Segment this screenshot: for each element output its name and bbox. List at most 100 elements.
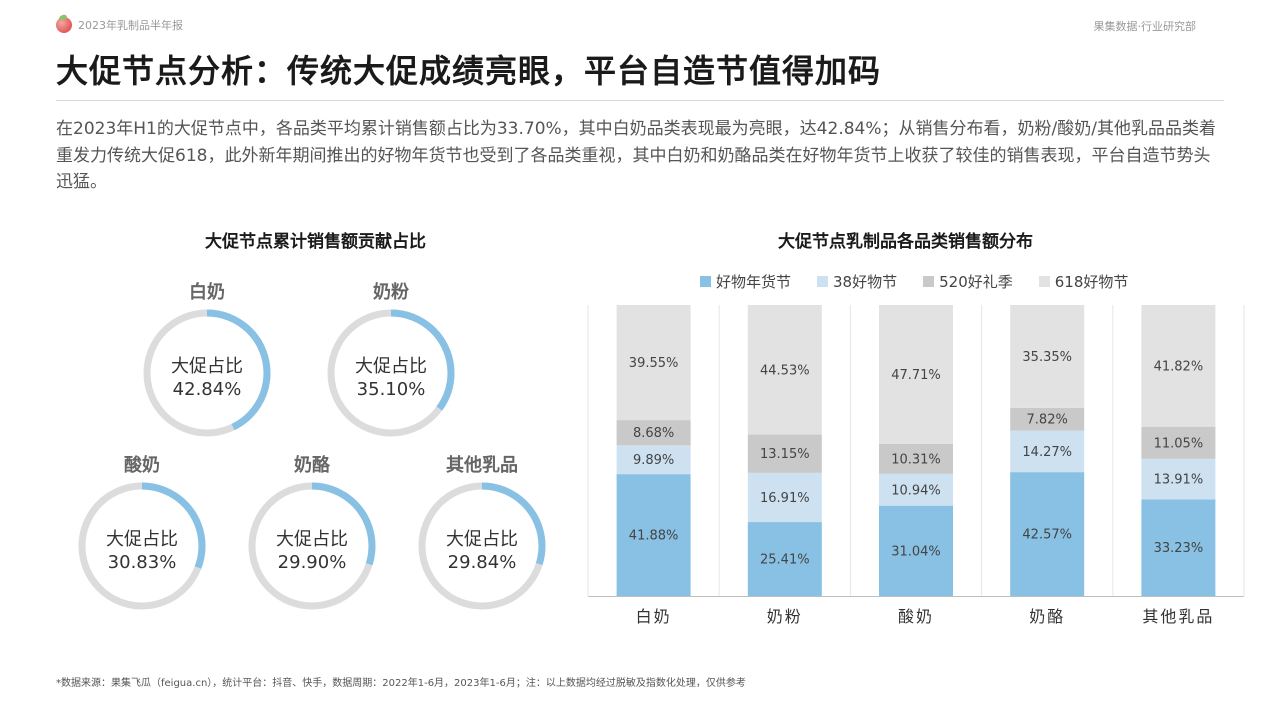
donut-category-label: 奶酪 <box>294 454 331 476</box>
bar-data-label: 14.27% <box>1022 445 1072 460</box>
bar-stack: 42.57% 14.27% 7.82% 35.35% <box>1010 305 1085 596</box>
bar-data-label: 41.82% <box>1154 359 1204 374</box>
bar-stack: 25.41% 16.91% 13.15% 44.53% <box>747 305 822 596</box>
donut-value-label: 30.83% <box>108 552 177 573</box>
x-tick-label: 酸奶 <box>898 607 934 626</box>
bar-segment <box>1010 430 1085 473</box>
donut-value-label: 42.84% <box>173 379 242 400</box>
bar-data-label: 9.89% <box>633 453 674 468</box>
legend-label: 618好物节 <box>1054 273 1129 291</box>
donut-category-label: 酸奶 <box>124 454 160 476</box>
bar-chart-title: 大促节点乳制品各品类销售额分布 <box>778 232 1033 252</box>
bar-segment <box>1141 426 1216 459</box>
donut-category-label: 奶粉 <box>373 281 409 303</box>
donut-arc <box>143 309 271 437</box>
x-tick-label: 奶酪 <box>1029 607 1065 626</box>
bar-data-label: 7.82% <box>1027 413 1068 428</box>
donut-arc <box>248 482 376 610</box>
donut-category-label: 其他乳品 <box>446 454 518 476</box>
legend-item: 38好物节 <box>817 271 897 292</box>
legend-label: 38好物节 <box>833 273 898 291</box>
donut-value-label: 29.84% <box>448 552 517 573</box>
bar-segment <box>747 522 822 596</box>
department-label: 果集数据·行业研究部 <box>1093 20 1197 33</box>
legend-item: 好物年货节 <box>700 271 791 292</box>
legend-label: 520好礼季 <box>939 273 1013 291</box>
summary-text: 在2023年H1的大促节点中，各品类平均累计销售额占比为33.70%，其中白奶品… <box>56 119 1216 192</box>
data-source-note: *数据来源：果集飞瓜（feigua.cn），统计平台：抖音、快手，数据周期：20… <box>56 678 746 689</box>
legend-swatch <box>700 276 711 287</box>
peach-logo-icon <box>56 17 72 33</box>
bar-data-label: 8.68% <box>633 426 674 441</box>
donut-center-label: 大促占比 <box>446 529 518 550</box>
legend-label: 好物年货节 <box>716 273 792 291</box>
x-tick-label: 白奶 <box>636 607 672 626</box>
legend-item: 618好物节 <box>1038 271 1129 292</box>
bar-data-label: 13.91% <box>1154 473 1204 488</box>
bar-stack: 31.04% 10.94% 10.31% 47.71% <box>879 305 953 596</box>
donut-center-label: 大促占比 <box>106 529 178 550</box>
bar-data-label: 47.71% <box>891 368 941 383</box>
donut-value-label: 35.10% <box>357 379 426 400</box>
bar-data-label: 44.53% <box>760 363 810 378</box>
bar-segment <box>1010 407 1085 431</box>
donut-chart-group: 白奶大促占比42.84%奶粉大促占比35.10%酸奶大促占比30.83%奶酪大促… <box>78 281 546 610</box>
bar-data-label: 42.57% <box>1022 528 1072 543</box>
bar-segment <box>1010 472 1085 596</box>
donut-arc <box>78 482 206 610</box>
legend-swatch <box>1038 276 1050 287</box>
donut-value-label: 29.90% <box>278 552 347 573</box>
bar-data-label: 33.23% <box>1154 541 1204 556</box>
bar-segment <box>1010 305 1085 408</box>
donut-center-label: 大促占比 <box>276 529 348 550</box>
bar-data-label: 16.91% <box>760 491 810 506</box>
legend-swatch <box>923 276 935 287</box>
donut-arc <box>418 482 546 610</box>
bar-data-label: 13.15% <box>760 447 810 462</box>
x-tick-label: 其他乳品 <box>1142 607 1214 626</box>
bar-stack: 41.88% 9.89% 8.68% 39.55% <box>616 305 691 596</box>
bar-segment <box>747 472 822 523</box>
bar-segment <box>747 305 822 435</box>
page-title: 大促节点分析：传统大促成绩亮眼，平台自造节值得加码 <box>56 52 882 90</box>
report-header: 2023年乳制品半年报 <box>56 16 183 34</box>
legend-swatch <box>817 276 829 287</box>
bar-segment <box>879 505 953 596</box>
bar-stack: 33.23% 13.91% 11.05% 41.82% <box>1141 305 1216 596</box>
bar-data-label: 39.55% <box>629 356 679 371</box>
report-name: 2023年乳制品半年报 <box>78 19 183 32</box>
bar-segment <box>879 473 953 506</box>
bar-data-label: 31.04% <box>891 544 941 559</box>
legend-item: 520好礼季 <box>923 271 1013 292</box>
bar-segment <box>879 305 953 444</box>
bar-segment <box>1141 499 1216 596</box>
bar-segment <box>747 434 822 473</box>
donut-chart-title: 大促节点累计销售额贡献占比 <box>205 232 426 252</box>
donut-arc <box>327 309 455 437</box>
bar-data-label: 11.05% <box>1154 436 1204 451</box>
bar-data-label: 41.88% <box>629 529 679 544</box>
donut-center-label: 大促占比 <box>171 356 243 377</box>
bar-data-label: 35.35% <box>1022 350 1072 365</box>
bar-segment <box>616 445 691 475</box>
bar-segment <box>616 474 691 596</box>
bar-segment <box>616 305 691 421</box>
donut-category-label: 白奶 <box>189 281 225 303</box>
bar-segment <box>1141 305 1216 427</box>
x-tick-label: 奶粉 <box>767 607 803 626</box>
bar-data-label: 25.41% <box>760 553 810 568</box>
bar-segment <box>616 420 691 446</box>
bar-segment <box>1141 458 1216 500</box>
donut-center-label: 大促占比 <box>355 356 427 377</box>
bar-data-label: 10.94% <box>891 483 941 498</box>
title-divider <box>56 100 1224 101</box>
bar-segment <box>879 443 953 474</box>
bar-chart-legend: 好物年货节 38好物节 520好礼季 618好物节 <box>700 271 1154 292</box>
bar-data-label: 10.31% <box>891 452 941 467</box>
